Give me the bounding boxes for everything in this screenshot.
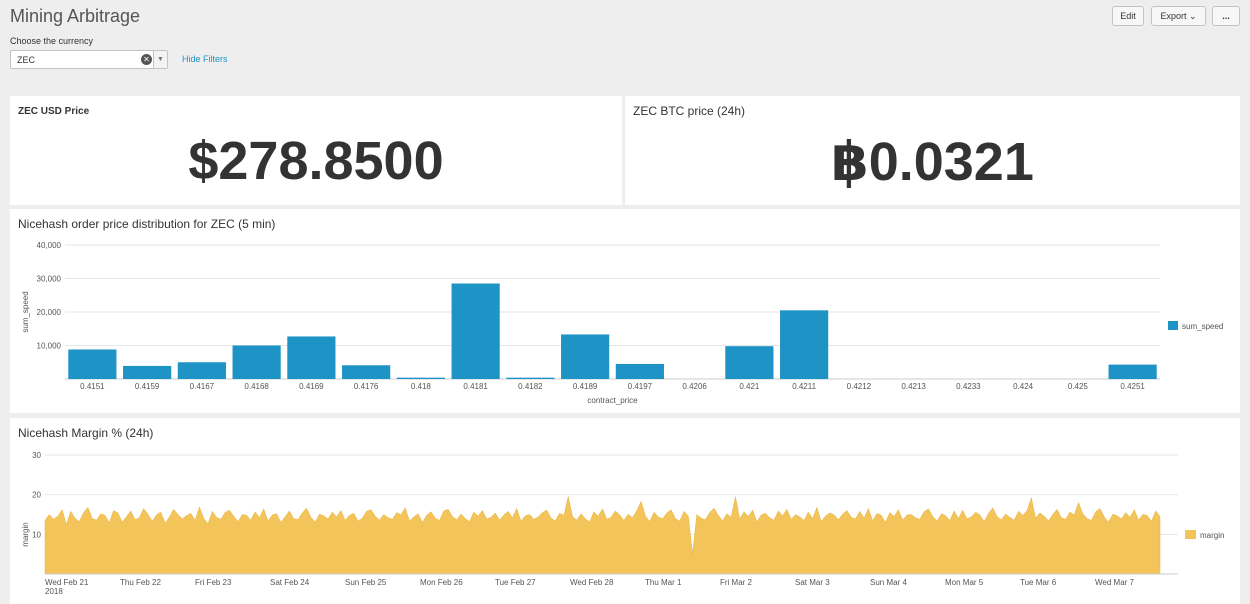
currency-filter-label: Choose the currency xyxy=(10,36,94,46)
x-tick-label: 0.4176 xyxy=(354,382,379,391)
x-tick-label: 0.4206 xyxy=(682,382,707,391)
usd-price-title: ZEC USD Price xyxy=(18,106,90,117)
y-tick-label: 30 xyxy=(32,451,41,460)
x-tick-label: Fri Mar 2 xyxy=(720,578,753,587)
legend-label: sum_speed xyxy=(1182,322,1223,331)
x-tick-label: 0.4159 xyxy=(135,382,160,391)
y-tick-label: 10,000 xyxy=(37,342,62,351)
legend-swatch xyxy=(1185,530,1196,539)
x-tick-label: 0.4181 xyxy=(463,382,488,391)
x-tick-label: Wed Feb 21 xyxy=(45,578,89,587)
x-tick-label: 0.424 xyxy=(1013,382,1034,391)
x-tick-label: Tue Mar 6 xyxy=(1020,578,1057,587)
x-axis-title: contract_price xyxy=(587,396,638,405)
bar xyxy=(68,349,117,379)
x-tick-year: 2018 xyxy=(45,587,63,596)
x-tick-label: 0.4168 xyxy=(244,382,269,391)
bar xyxy=(725,346,774,379)
x-tick-label: Tue Feb 27 xyxy=(495,578,536,587)
btc-price-title: ZEC BTC price (24h) xyxy=(633,104,746,118)
x-tick-label: 0.4212 xyxy=(847,382,872,391)
x-tick-label: 0.4167 xyxy=(190,382,215,391)
bar xyxy=(342,365,391,379)
x-tick-label: Fri Feb 23 xyxy=(195,578,232,587)
x-tick-label: 0.4189 xyxy=(573,382,598,391)
bar xyxy=(287,336,336,379)
y-tick-label: 30,000 xyxy=(37,275,62,284)
margin-area xyxy=(44,496,1161,575)
hide-filters-link[interactable]: Hide Filters xyxy=(182,54,228,64)
x-tick-label: 0.4169 xyxy=(299,382,324,391)
x-tick-label: 0.421 xyxy=(739,382,760,391)
clear-icon[interactable]: ✕ xyxy=(141,54,152,65)
btc-price-panel: ZEC BTC price (24h) ฿0.0321 xyxy=(625,96,1240,205)
x-tick-label: 0.4211 xyxy=(792,382,816,391)
x-tick-label: Sat Feb 24 xyxy=(270,578,310,587)
x-tick-label: 0.4182 xyxy=(518,382,543,391)
y-tick-label: 40,000 xyxy=(37,241,62,250)
bar xyxy=(561,334,610,379)
export-button[interactable]: Export ⌄ xyxy=(1151,6,1206,26)
bar xyxy=(123,365,172,379)
x-tick-label: Wed Feb 28 xyxy=(570,578,614,587)
margin-panel: Nicehash Margin % (24h) 30 20 10 Wed Feb 21… xyxy=(10,418,1240,604)
y-tick-label: 20,000 xyxy=(37,308,62,317)
x-tick-label: 0.4213 xyxy=(901,382,926,391)
y-tick-label: 20 xyxy=(32,491,41,500)
edit-button[interactable]: Edit xyxy=(1112,6,1144,26)
usd-price-value: $278.8500 xyxy=(188,131,444,191)
x-tick-label: Mon Mar 5 xyxy=(945,578,984,587)
x-tick-label: 0.4233 xyxy=(956,382,981,391)
legend-label: margin xyxy=(1200,531,1224,540)
y-axis-title: margin xyxy=(21,522,30,546)
x-tick-label: 0.4251 xyxy=(1120,382,1145,391)
x-tick-label: Thu Mar 1 xyxy=(645,578,682,587)
x-tick-label: 0.425 xyxy=(1068,382,1089,391)
x-tick-label: Thu Feb 22 xyxy=(120,578,161,587)
x-tick-label: Sun Mar 4 xyxy=(870,578,907,587)
x-tick-label: Sat Mar 3 xyxy=(795,578,830,587)
bar xyxy=(506,377,555,379)
usd-price-panel: ZEC USD Price $278.8500 xyxy=(10,96,622,205)
dashboard-header: Mining Arbitrage Choose the currency ZEC… xyxy=(0,0,1250,92)
currency-select-value: ZEC xyxy=(17,55,35,65)
distribution-panel: Nicehash order price distribution for ZE… xyxy=(10,209,1240,413)
x-tick-label: 0.418 xyxy=(411,382,432,391)
y-axis-title: sum_speed xyxy=(21,291,30,332)
bar xyxy=(615,363,664,379)
bar xyxy=(232,345,281,379)
distribution-title: Nicehash order price distribution for ZE… xyxy=(18,217,276,231)
x-tick-label: 0.4151 xyxy=(80,382,105,391)
btc-price-value: ฿0.0321 xyxy=(831,132,1034,192)
page-title: Mining Arbitrage xyxy=(10,6,141,26)
more-options-button[interactable]: ... xyxy=(1212,6,1240,26)
bar xyxy=(177,362,226,379)
x-tick-label: Mon Feb 26 xyxy=(420,578,463,587)
x-tick-label: Sun Feb 25 xyxy=(345,578,387,587)
bar xyxy=(451,283,500,379)
bar xyxy=(396,377,445,379)
x-tick-label: 0.4197 xyxy=(628,382,653,391)
margin-title: Nicehash Margin % (24h) xyxy=(18,426,154,440)
dropdown-arrow-icon[interactable]: ▼ xyxy=(153,51,167,68)
currency-select[interactable]: ZEC ✕ ▼ xyxy=(10,50,168,69)
bar xyxy=(780,310,829,379)
y-tick-label: 10 xyxy=(32,530,41,539)
distribution-bar-chart: 40,000 30,000 20,000 10,000 0.4151 0.4159 0.41… xyxy=(21,241,1223,405)
x-tick-label: Wed Mar 7 xyxy=(1095,578,1135,587)
bar xyxy=(1108,364,1157,379)
legend-swatch xyxy=(1168,321,1178,330)
